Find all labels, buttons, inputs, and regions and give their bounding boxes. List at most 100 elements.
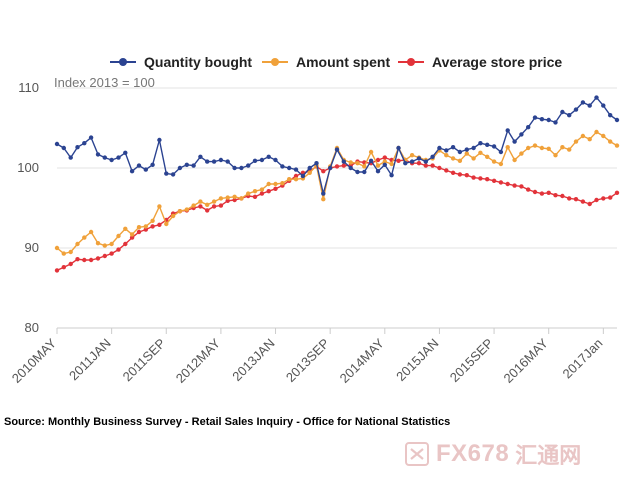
data-point-amount[interactable] <box>560 145 565 150</box>
data-point-price[interactable] <box>614 190 620 195</box>
data-point-price[interactable] <box>553 193 558 198</box>
data-point-quantity[interactable] <box>191 163 196 168</box>
data-point-quantity[interactable] <box>177 165 183 171</box>
legend-item-amount[interactable]: Amount spent <box>262 52 390 72</box>
data-point-quantity[interactable] <box>280 164 285 169</box>
data-point-amount[interactable] <box>375 163 381 168</box>
data-point-amount[interactable] <box>75 241 80 247</box>
data-point-price[interactable] <box>321 169 326 174</box>
data-point-price[interactable] <box>157 222 162 227</box>
data-point-amount[interactable] <box>512 157 517 163</box>
data-point-quantity[interactable] <box>61 145 66 151</box>
data-point-price[interactable] <box>54 268 60 273</box>
data-point-price[interactable] <box>512 183 517 188</box>
data-point-amount[interactable] <box>553 153 558 158</box>
data-point-quantity[interactable] <box>88 135 94 140</box>
data-point-quantity[interactable] <box>123 150 128 155</box>
data-point-quantity[interactable] <box>232 165 237 171</box>
data-point-price[interactable] <box>567 196 572 201</box>
data-point-price[interactable] <box>546 190 551 195</box>
data-point-amount[interactable] <box>389 161 394 167</box>
data-point-price[interactable] <box>109 251 114 256</box>
data-point-price[interactable] <box>532 189 538 195</box>
data-point-quantity[interactable] <box>396 145 401 151</box>
data-point-price[interactable] <box>560 193 565 199</box>
data-point-amount[interactable] <box>601 133 606 139</box>
data-point-amount[interactable] <box>505 145 510 150</box>
data-point-amount[interactable] <box>457 158 463 163</box>
data-point-amount[interactable] <box>471 156 476 161</box>
data-point-quantity[interactable] <box>485 142 490 147</box>
data-point-price[interactable] <box>580 199 586 204</box>
data-point-amount[interactable] <box>498 161 504 167</box>
data-point-price[interactable] <box>450 170 456 175</box>
data-point-amount[interactable] <box>102 243 108 248</box>
data-point-quantity[interactable] <box>164 171 169 176</box>
data-point-quantity[interactable] <box>389 173 394 178</box>
data-point-amount[interactable] <box>129 232 135 237</box>
data-point-quantity[interactable] <box>143 167 148 172</box>
data-point-amount[interactable] <box>184 207 189 212</box>
data-point-quantity[interactable] <box>239 165 244 171</box>
data-point-quantity[interactable] <box>246 163 251 168</box>
data-point-quantity[interactable] <box>211 159 217 164</box>
data-point-quantity[interactable] <box>505 128 510 133</box>
data-point-quantity[interactable] <box>519 132 524 137</box>
data-point-quantity[interactable] <box>252 158 258 163</box>
data-point-quantity[interactable] <box>109 157 114 163</box>
data-point-price[interactable] <box>205 208 210 213</box>
data-point-amount[interactable] <box>450 156 456 161</box>
data-point-price[interactable] <box>259 191 265 196</box>
data-point-price[interactable] <box>423 163 428 168</box>
data-point-quantity[interactable] <box>218 157 224 163</box>
data-point-quantity[interactable] <box>198 154 203 159</box>
data-point-price[interactable] <box>225 198 230 203</box>
data-point-price[interactable] <box>471 175 476 180</box>
data-point-amount[interactable] <box>211 199 217 204</box>
data-point-price[interactable] <box>430 163 435 168</box>
data-point-price[interactable] <box>150 224 155 229</box>
data-point-quantity[interactable] <box>362 169 367 175</box>
data-point-amount[interactable] <box>478 150 483 155</box>
data-point-price[interactable] <box>341 163 346 168</box>
data-point-amount[interactable] <box>444 153 449 158</box>
data-point-price[interactable] <box>498 180 504 185</box>
data-point-amount[interactable] <box>164 221 169 227</box>
data-point-amount[interactable] <box>68 249 73 255</box>
data-point-amount[interactable] <box>123 226 128 231</box>
data-point-quantity[interactable] <box>293 167 299 172</box>
data-point-price[interactable] <box>334 164 340 169</box>
data-point-quantity[interactable] <box>512 139 517 144</box>
data-point-amount[interactable] <box>532 143 538 148</box>
data-point-amount[interactable] <box>368 149 374 155</box>
data-point-quantity[interactable] <box>314 161 319 166</box>
data-point-amount[interactable] <box>170 213 176 219</box>
data-point-quantity[interactable] <box>560 109 565 115</box>
data-point-amount[interactable] <box>348 160 353 165</box>
data-point-quantity[interactable] <box>95 152 101 157</box>
data-point-amount[interactable] <box>546 146 551 151</box>
data-point-amount[interactable] <box>116 233 121 239</box>
data-point-price[interactable] <box>539 191 545 196</box>
data-point-quantity[interactable] <box>601 103 606 108</box>
data-point-quantity[interactable] <box>355 169 360 175</box>
data-point-quantity[interactable] <box>170 172 176 177</box>
data-point-price[interactable] <box>116 247 121 252</box>
data-point-quantity[interactable] <box>328 165 333 171</box>
data-point-amount[interactable] <box>608 139 613 144</box>
data-point-amount[interactable] <box>82 235 87 240</box>
data-point-quantity[interactable] <box>334 147 340 152</box>
data-point-quantity[interactable] <box>75 145 80 150</box>
data-point-quantity[interactable] <box>375 169 381 174</box>
data-point-quantity[interactable] <box>136 163 142 168</box>
data-point-quantity[interactable] <box>498 149 504 155</box>
data-point-price[interactable] <box>293 173 299 179</box>
data-point-quantity[interactable] <box>450 145 456 150</box>
data-point-price[interactable] <box>444 168 449 173</box>
data-point-quantity[interactable] <box>614 117 620 123</box>
data-point-price[interactable] <box>526 187 531 192</box>
data-point-price[interactable] <box>232 197 237 203</box>
data-point-amount[interactable] <box>519 151 524 156</box>
data-point-amount[interactable] <box>177 209 183 214</box>
data-point-amount[interactable] <box>109 241 114 247</box>
